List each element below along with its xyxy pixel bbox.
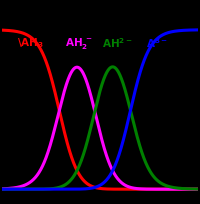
- Text: $\mathbf{AH_2^{\ -}}$: $\mathbf{AH_2^{\ -}}$: [65, 36, 93, 51]
- Text: $\mathbf{AH^{2-}}$: $\mathbf{AH^{2-}}$: [102, 37, 133, 50]
- Text: $\mathbf{A^{3-}}$: $\mathbf{A^{3-}}$: [146, 37, 168, 50]
- Text: $\mathbf{\backslash AH_3}$: $\mathbf{\backslash AH_3}$: [17, 37, 44, 50]
